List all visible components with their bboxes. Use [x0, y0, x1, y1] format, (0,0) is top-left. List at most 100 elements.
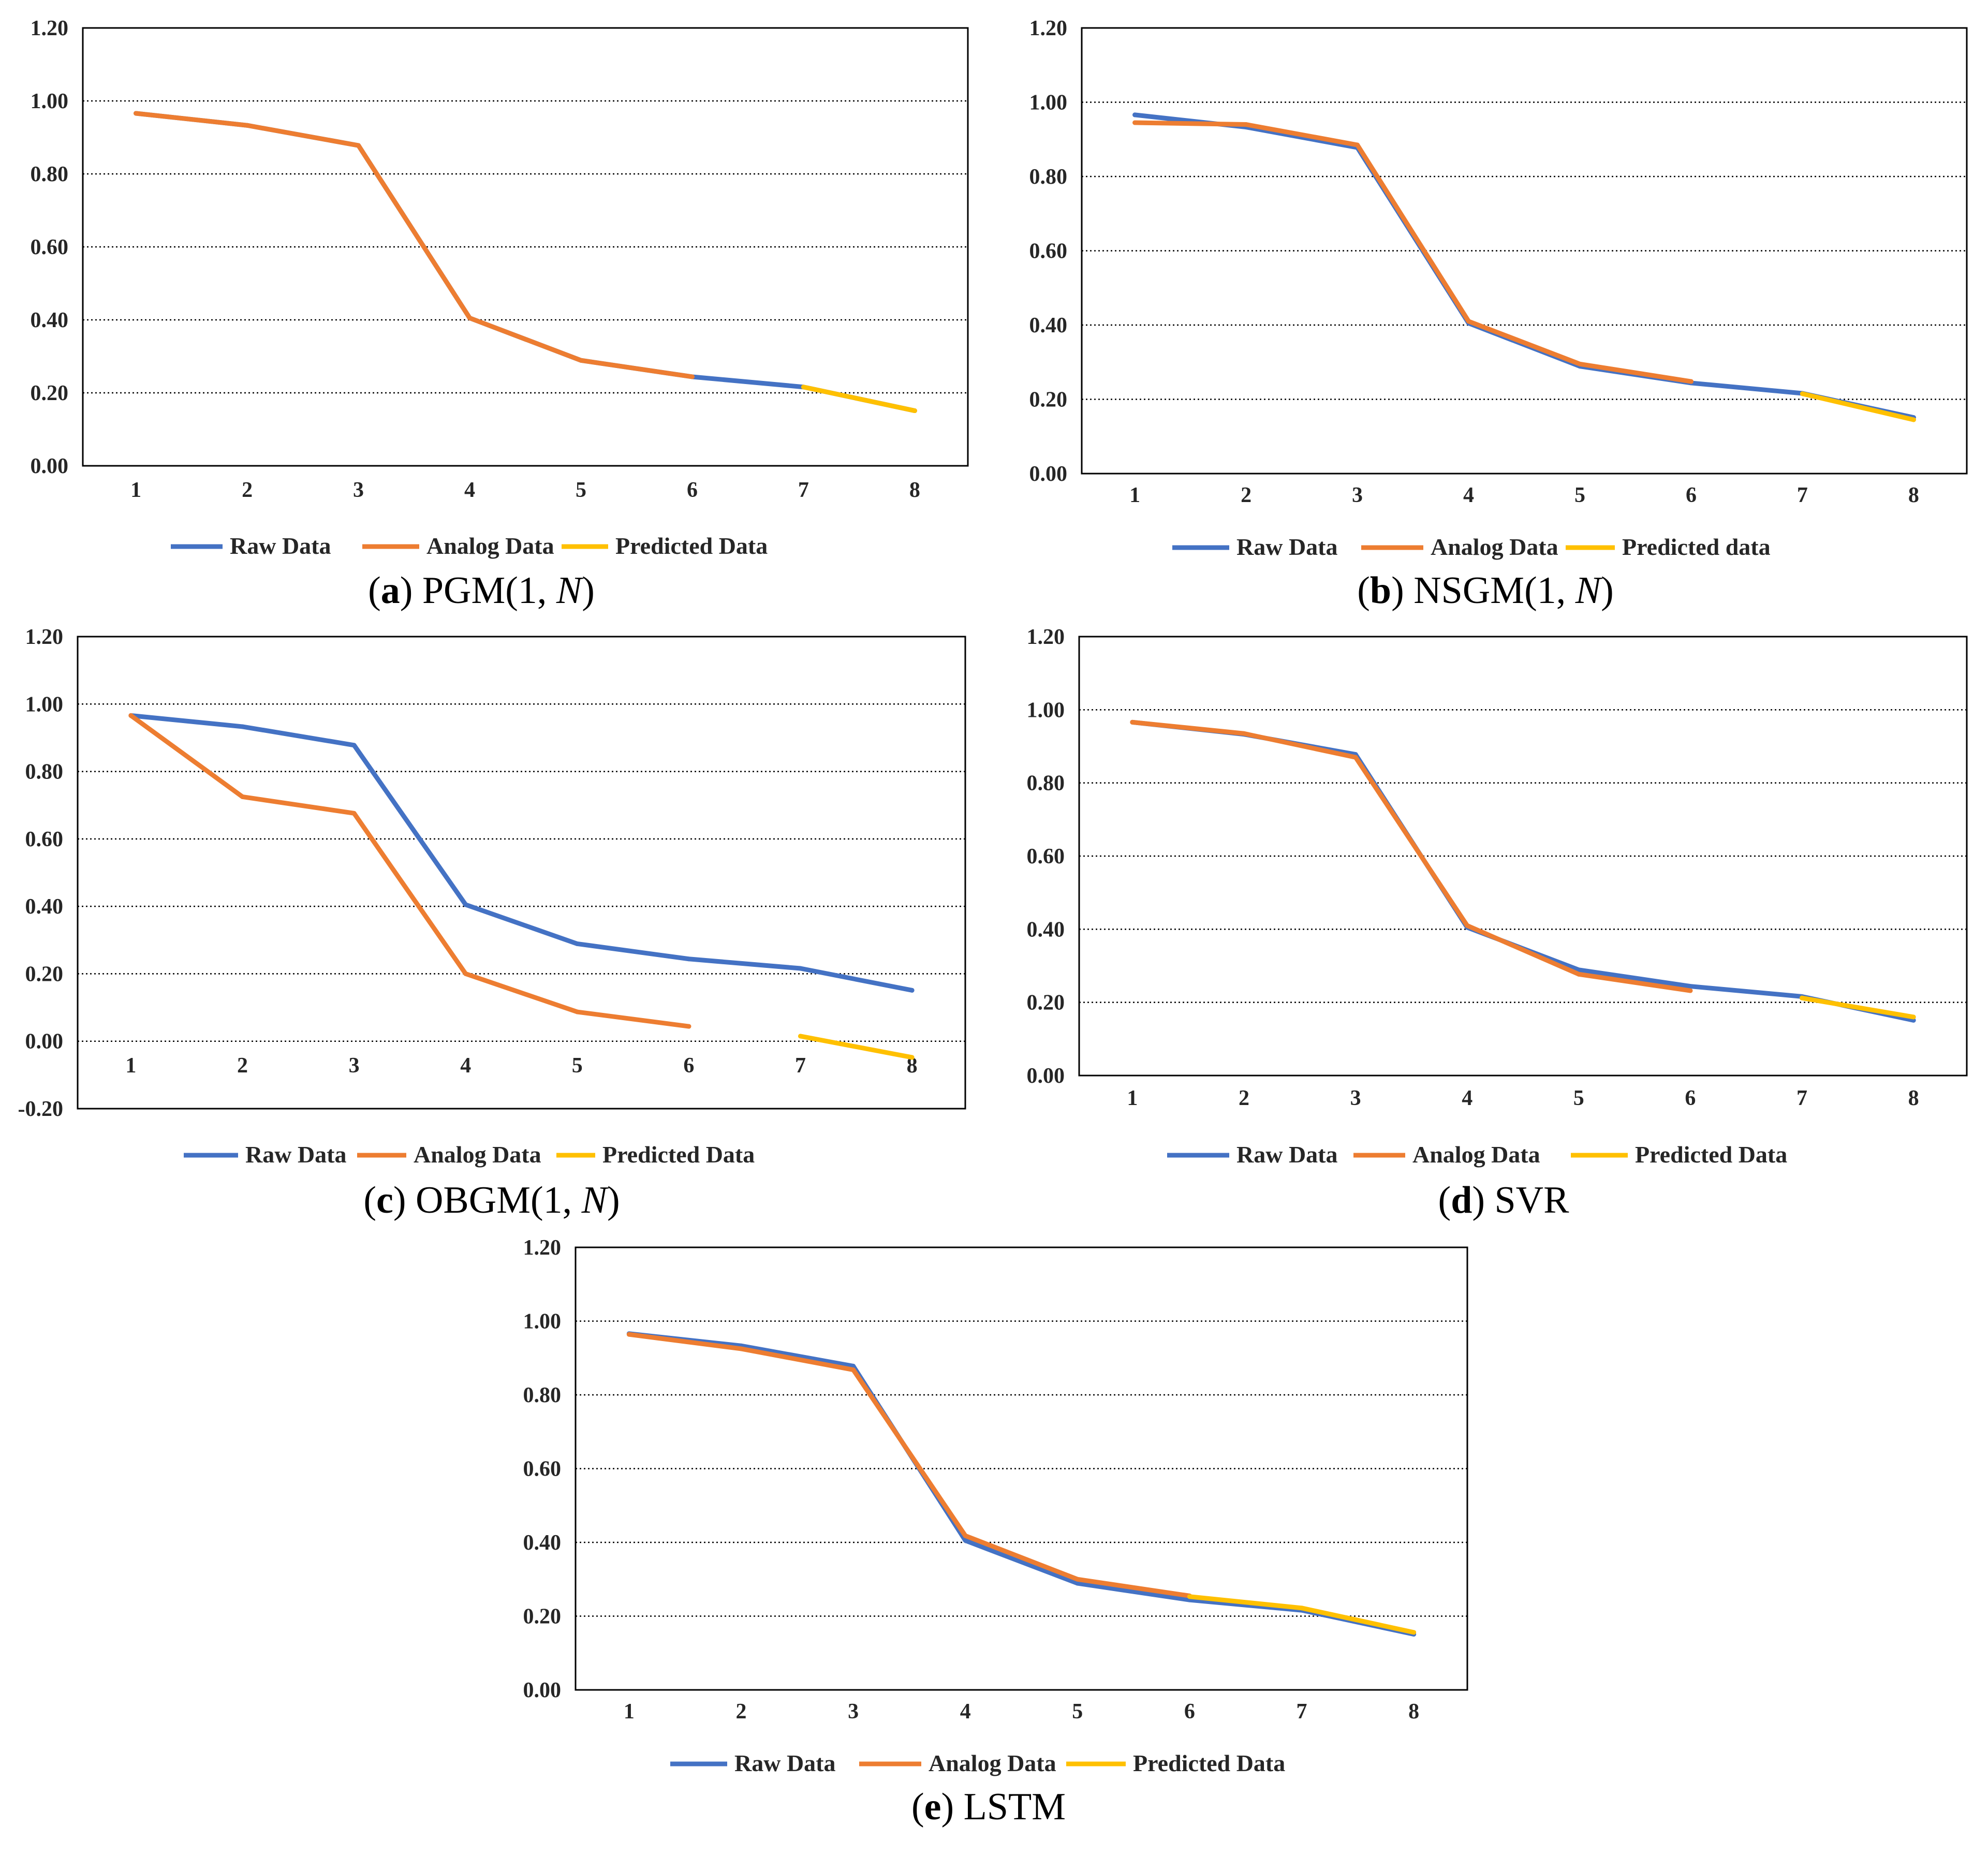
- data-point: [1911, 417, 1916, 422]
- caption-part: d: [1451, 1179, 1472, 1221]
- data-point: [798, 1034, 803, 1039]
- data-point: [1800, 391, 1805, 396]
- x-tick-label: 1: [1129, 483, 1140, 507]
- y-tick-label: 0.40: [31, 308, 69, 332]
- x-tick-label: 5: [1573, 1086, 1584, 1110]
- caption-part: ): [582, 569, 595, 612]
- y-tick-label: -0.20: [18, 1097, 64, 1121]
- data-point: [1132, 112, 1138, 117]
- series-line-raw-data: [626, 1331, 1417, 1637]
- data-point: [1299, 1606, 1304, 1611]
- data-point: [739, 1346, 744, 1351]
- data-point: [1465, 923, 1470, 928]
- y-tick-label: 1.00: [31, 90, 69, 113]
- y-tick-label: 0.40: [1027, 918, 1065, 941]
- x-tick-label: 6: [1184, 1700, 1195, 1724]
- data-point: [963, 1533, 968, 1538]
- y-tick-label: 0.00: [25, 1030, 64, 1054]
- data-point: [689, 374, 695, 379]
- x-tick-label: 6: [1685, 1086, 1696, 1110]
- y-tick-label: 0.80: [31, 163, 69, 186]
- x-tick-label: 1: [125, 1054, 136, 1078]
- data-point: [963, 1538, 968, 1543]
- data-point: [912, 408, 917, 414]
- panel-caption: (a) PGM(1, N): [368, 569, 595, 612]
- chart-panel-a: 0.00 0.20 0.40 0.60 0.80 1.00 1.20 1 2 3 4 5 6 7 8 Raw …: [31, 17, 969, 612]
- caption-part: OBGM(1,: [416, 1179, 582, 1221]
- data-point: [1411, 1630, 1417, 1635]
- data-point: [909, 988, 915, 993]
- x-tick-label: 4: [464, 478, 475, 502]
- legend-label: Predicted Data: [615, 533, 768, 559]
- data-point: [240, 724, 245, 729]
- legend-label: Raw Data: [734, 1750, 835, 1776]
- series-line-analog-data: [626, 1332, 1192, 1598]
- y-tick-label: 0.60: [1027, 845, 1065, 868]
- panel-caption: (d) SVR: [1438, 1179, 1570, 1221]
- y-tick-label: 0.80: [25, 760, 64, 784]
- y-tick-label: 0.80: [523, 1383, 562, 1407]
- x-tick-label: 4: [1462, 1086, 1472, 1110]
- y-tick-label: 0.20: [1027, 991, 1065, 1015]
- caption-part: N: [556, 569, 584, 612]
- caption-part: SVR: [1495, 1179, 1570, 1221]
- y-tick-label: 0.40: [25, 895, 64, 919]
- x-tick-label: 7: [798, 478, 809, 502]
- caption-punct: (: [368, 569, 381, 612]
- caption-part: NSGM(1,: [1413, 569, 1575, 612]
- y-tick-label: 1.20: [523, 1236, 562, 1260]
- data-point: [1242, 731, 1246, 736]
- y-tick-label: 0.00: [1029, 462, 1068, 486]
- data-point: [467, 315, 473, 320]
- caption-punct: ): [1472, 1179, 1494, 1221]
- data-point: [128, 713, 134, 718]
- caption-punct: ): [400, 569, 422, 612]
- data-point: [1075, 1577, 1080, 1582]
- x-tick-label: 3: [1350, 1086, 1361, 1110]
- x-tick-label: 3: [353, 478, 364, 502]
- y-tick-label: 0.60: [523, 1458, 562, 1481]
- chart-panel-c: -0.20 0.00 0.20 0.40 0.60 0.80 1.00 1.20 1 2 3 4 5 6 7…: [18, 625, 966, 1221]
- x-tick-label: 2: [237, 1054, 248, 1078]
- data-point: [463, 971, 468, 976]
- x-tick-label: 8: [1908, 1086, 1919, 1110]
- y-tick-label: 0.00: [523, 1679, 562, 1702]
- data-point: [1355, 142, 1360, 148]
- series-line-raw-data: [134, 111, 917, 414]
- x-tick-label: 4: [960, 1700, 971, 1724]
- y-tick-label: 0.60: [25, 828, 64, 851]
- data-point: [1130, 719, 1135, 725]
- data-point: [909, 1055, 915, 1060]
- x-tick-label: 3: [848, 1700, 859, 1724]
- chart-panel-b: 0.00 0.20 0.40 0.60 0.80 1.00 1.20 1 2 3 4 5 6 7 8 Raw …: [1029, 17, 1968, 612]
- y-tick-label: 0.80: [1027, 772, 1065, 796]
- caption-part: N: [581, 1179, 609, 1221]
- x-tick-label: 8: [907, 1054, 918, 1078]
- legend-label: Predicted Data: [1635, 1141, 1787, 1168]
- legend-label: Raw Data: [1236, 534, 1337, 560]
- series-line-predicted-data: [801, 385, 917, 414]
- y-tick-label: 0.80: [1029, 165, 1068, 189]
- data-point: [851, 1367, 856, 1373]
- x-tick-label: 6: [687, 478, 698, 502]
- x-tick-label: 2: [1241, 483, 1251, 507]
- x-tick-label: 4: [460, 1054, 471, 1078]
- legend-label: Analog Data: [1412, 1141, 1540, 1168]
- caption-punct: (: [911, 1786, 924, 1828]
- series-line-predicted-data: [798, 1034, 915, 1060]
- y-tick-label: 0.00: [1027, 1064, 1065, 1088]
- series-line-predicted-data: [1800, 391, 1916, 422]
- data-point: [1688, 379, 1694, 384]
- data-point: [134, 111, 139, 116]
- x-tick-label: 1: [130, 478, 141, 502]
- panel-caption: (b) NSGM(1, N): [1357, 569, 1613, 612]
- y-tick-label: 0.60: [31, 235, 69, 259]
- legend-label: Raw Data: [245, 1141, 346, 1168]
- data-point: [1132, 120, 1138, 125]
- data-point: [351, 811, 357, 816]
- panel-caption: (c) OBGM(1, N): [363, 1179, 620, 1221]
- chart-panel-e: 0.00 0.20 0.40 0.60 0.80 1.00 1.20 1 2 3 4 5 6 7 8 Raw …: [523, 1236, 1468, 1828]
- x-tick-label: 1: [1127, 1086, 1138, 1110]
- series-line-analog-data: [128, 713, 691, 1029]
